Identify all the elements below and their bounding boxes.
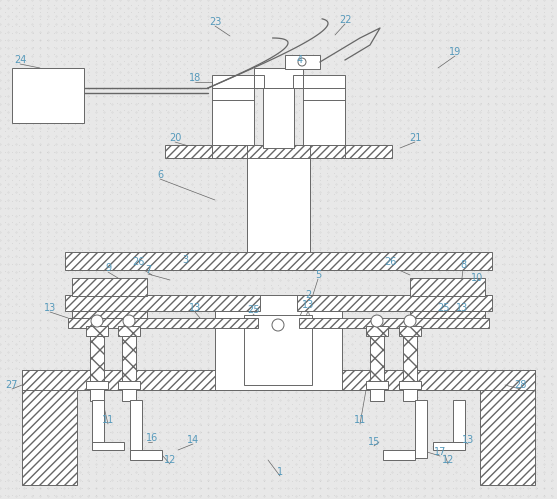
Bar bbox=[122, 336, 136, 381]
Bar bbox=[303, 75, 345, 147]
Text: 28: 28 bbox=[514, 380, 526, 390]
Text: 17: 17 bbox=[434, 447, 446, 457]
Bar bbox=[118, 381, 140, 389]
Text: 12: 12 bbox=[442, 455, 454, 465]
Text: 9: 9 bbox=[105, 263, 111, 273]
Bar bbox=[122, 389, 136, 401]
Bar bbox=[370, 389, 384, 401]
Text: 4: 4 bbox=[297, 55, 303, 65]
Text: 10: 10 bbox=[471, 273, 483, 283]
Text: 23: 23 bbox=[209, 17, 221, 27]
Bar bbox=[366, 381, 388, 389]
Bar bbox=[383, 450, 415, 460]
Bar bbox=[68, 318, 258, 328]
Text: 21: 21 bbox=[409, 133, 421, 143]
Bar bbox=[212, 145, 247, 158]
Bar bbox=[65, 295, 260, 311]
Text: 13: 13 bbox=[456, 303, 468, 313]
Bar bbox=[410, 311, 485, 325]
Text: 27: 27 bbox=[6, 380, 18, 390]
Bar bbox=[65, 252, 492, 270]
Bar bbox=[297, 295, 492, 311]
Bar bbox=[344, 145, 392, 158]
Bar bbox=[22, 370, 77, 485]
Bar bbox=[86, 381, 108, 389]
Text: 25: 25 bbox=[247, 305, 259, 315]
Bar bbox=[310, 145, 345, 158]
Circle shape bbox=[371, 315, 383, 327]
Text: 15: 15 bbox=[368, 437, 380, 447]
Bar bbox=[165, 145, 213, 158]
Bar bbox=[92, 400, 104, 442]
Bar bbox=[433, 442, 465, 450]
Text: 20: 20 bbox=[169, 133, 181, 143]
Bar bbox=[90, 389, 104, 401]
Text: 1: 1 bbox=[277, 467, 283, 477]
Text: 26: 26 bbox=[132, 257, 144, 267]
Bar bbox=[92, 442, 124, 450]
Bar bbox=[453, 400, 465, 442]
Bar bbox=[254, 75, 264, 88]
Bar bbox=[130, 450, 162, 460]
Bar bbox=[403, 336, 417, 381]
Text: 24: 24 bbox=[14, 55, 26, 65]
Bar bbox=[370, 336, 384, 381]
Bar bbox=[22, 370, 535, 390]
Bar bbox=[263, 88, 294, 148]
Circle shape bbox=[91, 315, 103, 327]
Bar bbox=[72, 311, 147, 325]
Bar bbox=[285, 55, 320, 69]
Text: 3: 3 bbox=[182, 255, 188, 265]
Bar bbox=[254, 68, 303, 88]
Circle shape bbox=[404, 315, 416, 327]
Text: 13: 13 bbox=[462, 435, 474, 445]
Bar bbox=[480, 370, 535, 485]
Text: 13: 13 bbox=[44, 303, 56, 313]
Bar bbox=[399, 326, 421, 336]
Text: 25: 25 bbox=[438, 303, 450, 313]
Bar bbox=[215, 295, 342, 390]
Bar bbox=[366, 326, 388, 336]
Text: 11: 11 bbox=[354, 415, 366, 425]
Bar bbox=[299, 318, 489, 328]
Bar bbox=[293, 75, 303, 88]
Bar bbox=[118, 326, 140, 336]
Bar bbox=[12, 68, 84, 123]
Text: 13: 13 bbox=[189, 303, 201, 313]
Text: 12: 12 bbox=[164, 455, 176, 465]
Text: 11: 11 bbox=[102, 415, 114, 425]
Bar bbox=[90, 336, 104, 381]
Circle shape bbox=[298, 58, 306, 66]
Bar bbox=[244, 315, 312, 385]
Text: 26: 26 bbox=[384, 257, 396, 267]
Bar bbox=[247, 155, 310, 252]
Text: 14: 14 bbox=[187, 435, 199, 445]
Bar bbox=[72, 278, 147, 296]
Text: 7: 7 bbox=[145, 265, 151, 275]
Text: 2: 2 bbox=[305, 290, 311, 300]
Bar bbox=[403, 389, 417, 401]
Text: 6: 6 bbox=[157, 170, 163, 180]
Text: 19: 19 bbox=[449, 47, 461, 57]
Bar bbox=[130, 400, 142, 458]
Text: 13: 13 bbox=[302, 300, 314, 310]
Bar bbox=[86, 326, 108, 336]
Circle shape bbox=[272, 319, 284, 331]
Text: 16: 16 bbox=[146, 433, 158, 443]
Circle shape bbox=[123, 315, 135, 327]
Text: 22: 22 bbox=[339, 15, 351, 25]
Text: 8: 8 bbox=[460, 260, 466, 270]
Bar bbox=[399, 381, 421, 389]
Bar bbox=[415, 400, 427, 458]
Bar bbox=[410, 278, 485, 296]
Text: 18: 18 bbox=[189, 73, 201, 83]
Bar bbox=[212, 145, 345, 158]
Bar bbox=[212, 75, 254, 147]
Text: 5: 5 bbox=[315, 270, 321, 280]
